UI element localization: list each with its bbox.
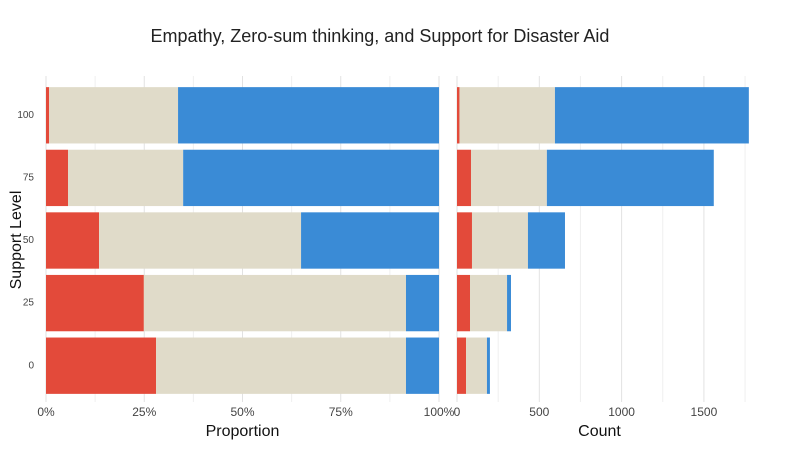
bar-segment — [471, 212, 528, 269]
bar-segment — [507, 274, 511, 332]
bar-segment — [46, 212, 100, 269]
bar-segment — [457, 337, 467, 394]
bar-segment — [156, 337, 406, 394]
bar-segment — [405, 274, 439, 332]
bar-segment — [405, 337, 439, 394]
y-tick-label: 0 — [28, 360, 34, 371]
x-tick-label: 50% — [230, 405, 254, 419]
bar-segment — [457, 212, 472, 269]
x-tick-label: 1000 — [608, 405, 635, 419]
bar-segment — [183, 149, 439, 207]
x-axis-label: Proportion — [206, 423, 280, 440]
x-tick-label: 500 — [529, 405, 549, 419]
bar-segment — [466, 337, 487, 394]
bar-segment — [457, 149, 471, 207]
y-tick-label: 25 — [23, 298, 35, 309]
bar-segment — [178, 87, 439, 144]
y-tick-label: 100 — [17, 110, 34, 121]
x-tick-label: 75% — [329, 405, 353, 419]
bar-segment — [486, 337, 490, 394]
bar-segment — [554, 87, 749, 144]
y-axis-label: Support Level — [8, 191, 25, 290]
y-tick-label: 75 — [23, 173, 35, 184]
bar-segment — [143, 274, 406, 332]
bar-segment — [457, 87, 460, 144]
bar-segment — [49, 87, 179, 144]
bar-segment — [527, 212, 565, 269]
bar-segment — [46, 87, 50, 144]
bar-segment — [546, 149, 714, 207]
bar-segment — [457, 274, 471, 332]
x-tick-label: 0 — [454, 405, 461, 419]
bar-segment — [46, 274, 144, 332]
bar-segment — [68, 149, 184, 207]
chart-title: Empathy, Zero-sum thinking, and Support … — [151, 26, 610, 46]
bar-segment — [46, 149, 69, 207]
x-tick-label: 25% — [132, 405, 156, 419]
bar-segment — [46, 337, 157, 394]
x-tick-label: 100% — [424, 405, 455, 419]
bar-segment — [470, 149, 547, 207]
x-axis-label: Count — [578, 423, 621, 440]
y-tick-label: 50 — [23, 235, 35, 246]
x-tick-label: 0% — [37, 405, 55, 419]
bar-segment — [99, 212, 302, 269]
bar-segment — [301, 212, 439, 269]
bar-segment — [459, 87, 555, 144]
x-tick-label: 1500 — [691, 405, 718, 419]
bar-segment — [470, 274, 508, 332]
